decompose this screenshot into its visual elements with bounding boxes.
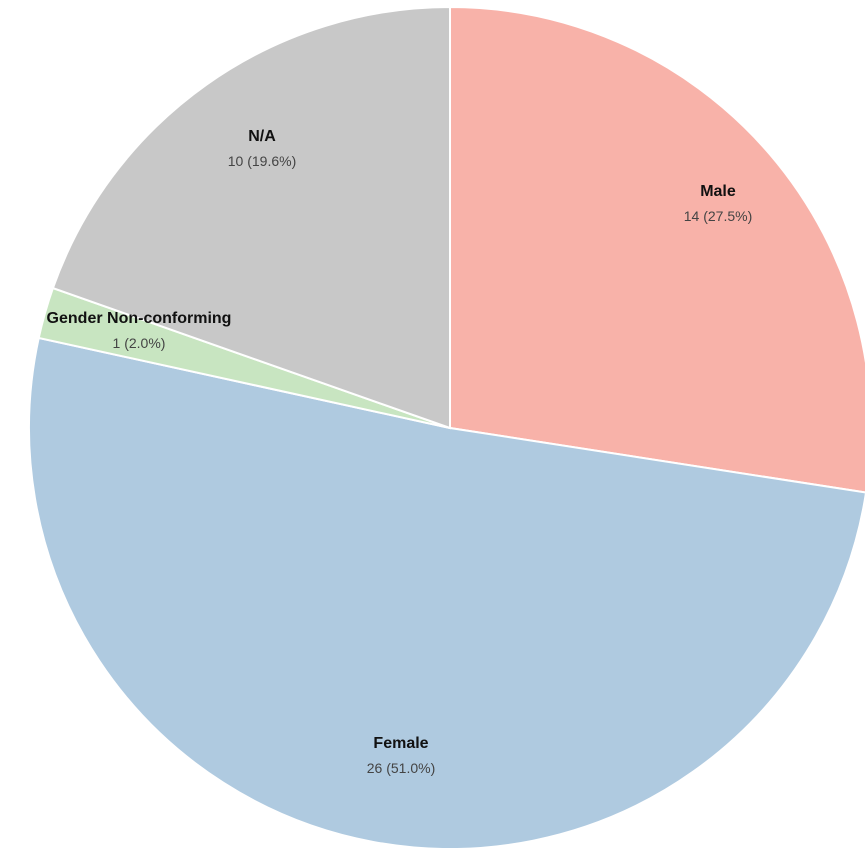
slice-value-n-a: 10 (19.6%) bbox=[228, 153, 296, 169]
pie-slice-n-a bbox=[51, 5, 451, 430]
pie-slice-male bbox=[449, 5, 865, 494]
slice-label-male: Male bbox=[700, 183, 736, 200]
slice-value-female: 26 (51.0%) bbox=[367, 760, 435, 776]
pie-labels: Male 14 (27.5%) Female 26 (51.0%) Gender Non… bbox=[47, 128, 753, 776]
slice-label-n-a: N/A bbox=[248, 128, 276, 145]
slice-value-male: 14 (27.5%) bbox=[684, 208, 752, 224]
slice-label-female: Female bbox=[373, 735, 428, 752]
pie-slice-female bbox=[28, 336, 865, 848]
slice-value-gender-non-conforming: 1 (2.0%) bbox=[113, 335, 166, 351]
pie-slices bbox=[28, 5, 865, 848]
slice-label-gender-non-conforming: Gender Non-conforming bbox=[47, 310, 232, 327]
